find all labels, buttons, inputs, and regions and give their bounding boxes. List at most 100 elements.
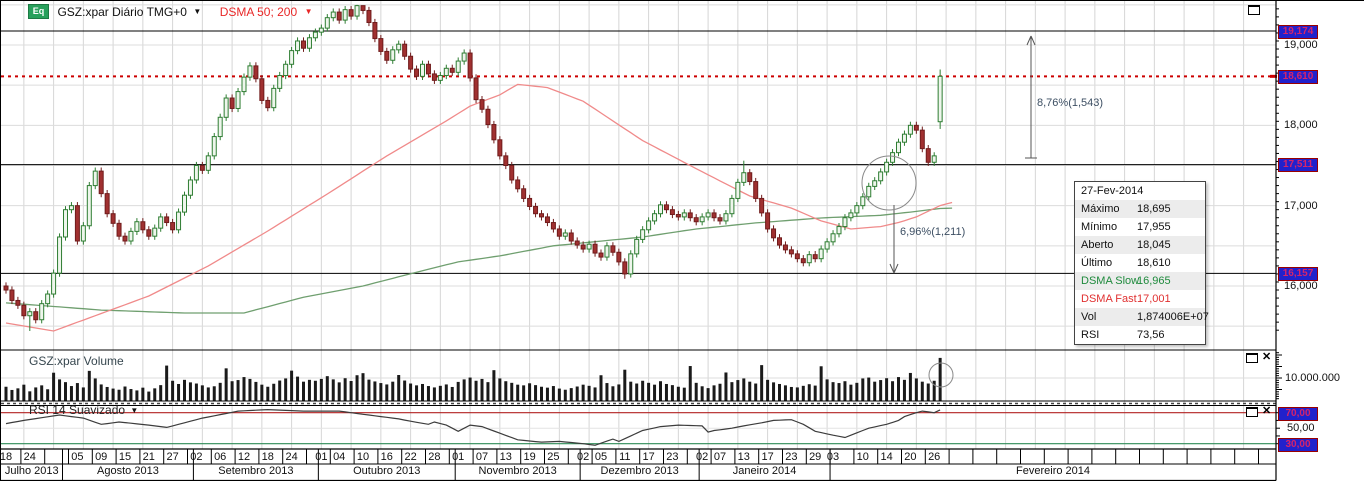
chart-header: Eq GSZ:xpar Diário TMG+0 ▼ DSMA 50; 200 …	[28, 3, 313, 20]
tooltip-row: Último 18,610	[1075, 254, 1205, 272]
price-axis-label: 16,000	[1284, 279, 1318, 292]
tooltip-row-value: 17,001	[1137, 293, 1171, 305]
month-axis-label: Setembro 2013	[218, 465, 294, 477]
day-axis-label: 17	[642, 451, 655, 463]
month-axis-label: Janeiro 2014	[732, 465, 797, 477]
price-axis-badge: 16,157	[1278, 266, 1318, 281]
tooltip-row-label: Vol	[1081, 311, 1097, 323]
equity-badge-icon: Eq	[28, 4, 49, 20]
axis-lines	[1, 1, 1282, 481]
restore-window-icon[interactable]	[1248, 5, 1260, 15]
tooltip-row: DSMA Slow 16,965	[1075, 272, 1205, 290]
day-axis-label: 13	[737, 451, 750, 463]
volume-panel-title: GSZ:xpar Volume	[29, 354, 124, 368]
measure-down-label[interactable]: 6,96%(1,211)	[900, 226, 966, 238]
day-axis-label: 13	[499, 451, 512, 463]
measure-up-label[interactable]: 8,76%(1,543)	[1037, 97, 1104, 109]
tooltip-row-label: Aberto	[1081, 239, 1114, 251]
rsi-restore-icon[interactable]	[1246, 407, 1258, 417]
day-axis-label: 15	[118, 451, 132, 463]
day-axis-label: 14	[880, 451, 893, 463]
month-axis-label: Outubro 2013	[353, 465, 421, 477]
volume-chart[interactable]	[4, 357, 942, 401]
day-axis-label: 11	[619, 451, 631, 463]
indicator-chevron-down-icon[interactable]: ▼	[304, 7, 313, 17]
day-axis-label: 02	[577, 451, 590, 463]
tooltip-row: Máximo 18,695	[1075, 200, 1205, 218]
tooltip-row-label: RSI	[1081, 329, 1100, 341]
rsi-chevron-down-icon[interactable]: ▼	[130, 406, 139, 416]
day-axis-label: 02	[190, 451, 203, 463]
day-axis-label: 29	[809, 451, 822, 463]
tooltip-row-value: 18,610	[1137, 257, 1171, 269]
day-axis-label: 22	[404, 451, 417, 463]
price-chart[interactable]	[1, 4, 1277, 332]
day-axis-label: 10	[856, 451, 869, 463]
tooltip-row-label: DSMA Slow	[1081, 275, 1140, 287]
day-axis-label: 27	[166, 451, 179, 463]
month-axis-label: Novembro 2013	[478, 465, 557, 477]
month-axis-label: Julho 2013	[4, 465, 59, 477]
day-axis-label: 23	[666, 451, 679, 463]
rsi-title-text: RSI 14 Suavizado	[29, 403, 126, 417]
day-axis-label: 24	[23, 451, 36, 463]
day-axis-label: 16	[380, 451, 393, 463]
tooltip-row-value: 16,965	[1137, 275, 1171, 287]
chevron-down-icon[interactable]: ▼	[193, 7, 202, 17]
day-axis-label: 23	[785, 451, 798, 463]
day-axis-label: 18	[0, 451, 13, 463]
tooltip-date: 27-Fev-2014	[1075, 182, 1205, 200]
rsi-close-icon[interactable]: ✕	[1262, 405, 1272, 417]
day-axis-label: 10	[356, 451, 370, 463]
price-axis-badge: 18,610	[1278, 69, 1318, 84]
tooltip-row-label: Último	[1081, 257, 1113, 269]
rsi-panel-title: RSI 14 Suavizado ▼	[29, 403, 138, 417]
rsi-midline-label: 50,00	[1287, 422, 1315, 434]
day-axis-label: 26	[928, 451, 941, 463]
day-axis-label: 12	[237, 451, 251, 463]
tooltip-row-label: Máximo	[1081, 203, 1120, 215]
day-axis-label: 24	[285, 451, 298, 463]
tooltip-row-value: 73,56	[1137, 329, 1165, 341]
day-axis-label: 19	[523, 451, 536, 463]
price-axis-label: 18,000	[1284, 119, 1318, 132]
annotations[interactable]	[861, 35, 1037, 388]
day-axis-label: 04	[333, 451, 346, 463]
rsi-overbought-badge: 70,00	[1278, 407, 1318, 421]
month-axis-label: Fevereiro 2014	[1016, 465, 1091, 477]
indicator-label[interactable]: DSMA 50; 200	[219, 4, 298, 19]
tooltip-row-value: 17,955	[1137, 221, 1171, 233]
day-axis-label: 07	[713, 451, 727, 463]
day-axis-label: 25	[547, 451, 560, 463]
day-axis-label: 01	[452, 451, 465, 463]
day-axis-label: 18	[261, 451, 274, 463]
day-axis-label: 09	[95, 451, 108, 463]
tooltip-row: Aberto 18,045	[1075, 236, 1205, 254]
month-axis-label: Agosto 2013	[97, 465, 159, 477]
price-axis-badge: 17,511	[1278, 158, 1318, 173]
month-axis-label: Dezembro 2013	[600, 465, 679, 477]
price-axis-label: 19,000	[1284, 39, 1318, 51]
tooltip-row: DSMA Fast 17,001	[1075, 290, 1205, 308]
tooltip-row-value: 1,874006E+07	[1137, 311, 1209, 323]
day-axis-label: 05	[71, 451, 84, 463]
day-axis-label: 17	[761, 451, 774, 463]
volume-axis-label: 10.000.000	[1285, 372, 1341, 384]
symbol-title[interactable]: GSZ:xpar Diário TMG+0	[57, 4, 187, 19]
day-axis-label: 02	[696, 451, 709, 463]
volume-restore-icon[interactable]	[1246, 353, 1258, 363]
rsi-chart[interactable]	[1, 408, 1276, 446]
tooltip-row-value: 18,695	[1137, 203, 1171, 215]
rsi-oversold-badge: 30,00	[1278, 438, 1318, 452]
data-window-tooltip: 27-Fev-2014 Máximo 18,695 Mínimo 17,955 Aber…	[1074, 181, 1209, 345]
day-axis-label: 05	[594, 451, 608, 463]
tooltip-row: Mínimo 17,955	[1075, 218, 1205, 236]
volume-close-icon[interactable]: ✕	[1262, 351, 1272, 363]
day-axis-label: 03	[826, 451, 840, 463]
tooltip-row-value: 18,045	[1137, 239, 1171, 251]
tooltip-row-label: DSMA Fast	[1081, 293, 1137, 305]
day-axis-label: 20	[904, 451, 917, 463]
day-axis-label: 07	[475, 451, 489, 463]
